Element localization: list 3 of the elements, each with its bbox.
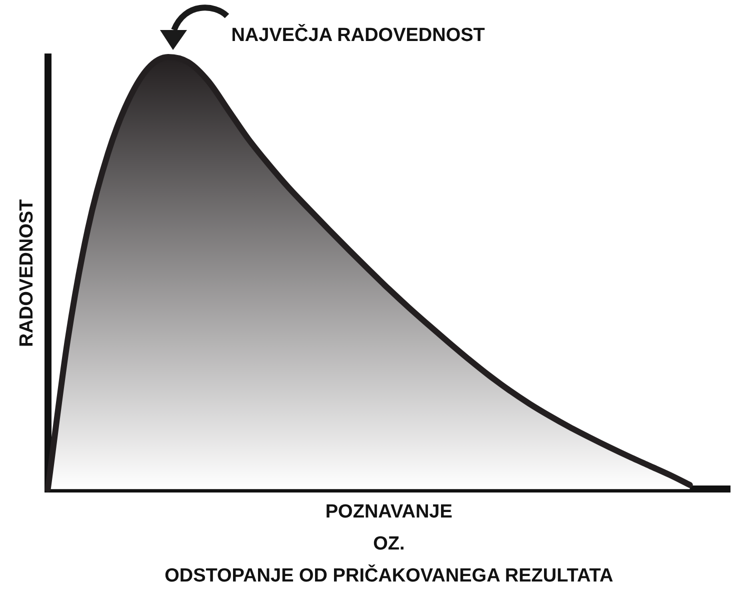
y-axis-title: RADOVEDNOST [16, 198, 38, 348]
text: NAJVEČJA RADOVEDNOST [231, 23, 486, 46]
x-axis-title: POZNAVANJE OZ. ODSTOPANJE OD PRIČAKOVANEGA REZULTATA [164, 501, 614, 586]
